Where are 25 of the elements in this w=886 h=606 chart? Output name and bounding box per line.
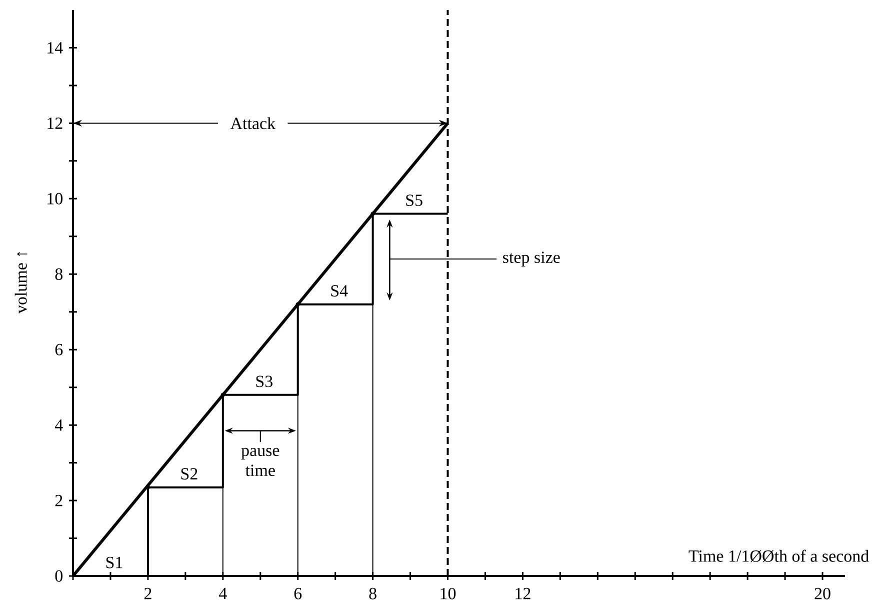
- annotation: S5: [406, 194, 422, 206]
- y-tick-label: 12: [48, 118, 62, 129]
- annotation: step size: [503, 252, 560, 266]
- y-axis-title: volume ↑: [14, 252, 28, 314]
- x-tick-label: 2: [144, 588, 152, 600]
- y-tick-label: 0: [55, 570, 62, 582]
- x-tick-label: 6: [294, 588, 302, 600]
- y-tick-label: 6: [55, 344, 63, 356]
- annotation: S3: [256, 376, 272, 388]
- annotation: S2: [181, 468, 198, 480]
- annotation: pause time: [241, 448, 280, 476]
- x-tick-label: 8: [369, 588, 376, 600]
- annotation: S1: [106, 556, 122, 568]
- x-tick-label: 4: [218, 588, 227, 600]
- x-tick-label: 10: [440, 588, 456, 600]
- x-axis-title: Time 1/1ØØth of a second: [688, 550, 869, 562]
- annotation: Attack: [230, 117, 276, 130]
- x-tick-label: 20: [814, 588, 830, 600]
- x-tick-label: 12: [516, 588, 530, 600]
- y-tick-label: 14: [48, 42, 63, 54]
- y-tick-label: 8: [55, 268, 62, 280]
- y-tick-label: 2: [55, 494, 62, 506]
- y-tick-label: 4: [54, 419, 63, 431]
- annotation: S4: [331, 285, 348, 297]
- y-tick-label: 10: [48, 192, 62, 204]
